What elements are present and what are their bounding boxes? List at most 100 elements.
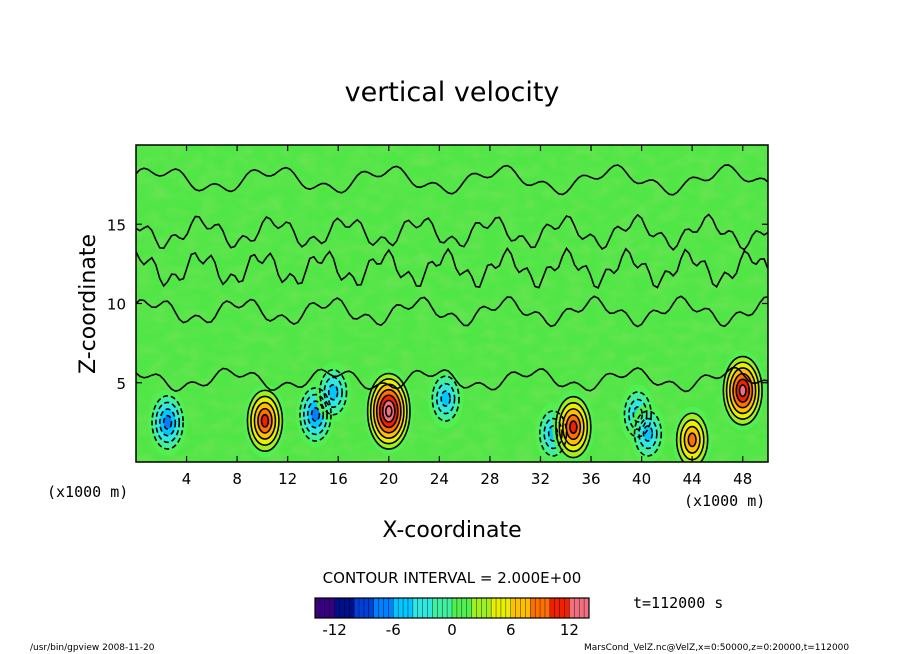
colorbar-cell: [339, 598, 345, 618]
contour-line: [558, 401, 589, 453]
velocity-cell-fill: [688, 433, 697, 447]
velocity-cell-fill: [643, 425, 653, 441]
colorbar-cell: [564, 598, 570, 618]
contour-line: [623, 391, 652, 438]
x-tick-label: 32: [531, 470, 550, 488]
y-tick-label: 10: [107, 296, 126, 314]
velocity-cell-fill: [311, 407, 320, 422]
contour-line: [431, 375, 460, 422]
contour-line: [562, 408, 585, 447]
velocity-cell-fill: [261, 414, 269, 427]
velocity-cell-fill: [328, 384, 338, 400]
contour-line: [136, 213, 768, 251]
time-label: t=112000 s: [633, 594, 723, 612]
colorbar-cell: [481, 598, 487, 618]
colorbar-cell: [574, 598, 580, 618]
colorbar-tick-labels: -12 -6 0 6 12: [322, 621, 579, 639]
colorbar-cell: [579, 598, 585, 618]
colorbar-cell: [354, 598, 360, 618]
contour-line: [299, 387, 332, 442]
plot-area: [136, 145, 768, 462]
contour-line: [555, 395, 592, 459]
colorbar-cell: [344, 598, 350, 618]
colorbar-cell: [383, 598, 389, 618]
colorbar-cell: [447, 598, 453, 618]
colorbar-cell: [437, 598, 443, 618]
contour-line: [323, 376, 343, 409]
colorbar-cell: [452, 598, 458, 618]
colorbar-cell: [388, 598, 394, 618]
contour-line: [162, 414, 173, 430]
colorbar-cell: [398, 598, 404, 618]
contour-line: [378, 394, 399, 429]
colorbar-cell: [403, 598, 409, 618]
contour-line: [642, 425, 654, 442]
colorbar-tick-label: 12: [560, 621, 579, 639]
x-axis-label: X-coordinate: [382, 518, 521, 543]
x-tick-label: 36: [581, 470, 600, 488]
contour-line: [151, 395, 184, 450]
contour-line: [725, 361, 760, 420]
contour-line: [729, 367, 757, 415]
velocity-cell-fill: [163, 415, 172, 430]
x-unit-label-left: (x1000 m): [47, 483, 128, 501]
contour-line: [638, 417, 658, 450]
velocity-cell-fill: [441, 391, 451, 407]
colorbar-cell: [393, 598, 399, 618]
colorbar-cell: [368, 598, 375, 618]
contour-line: [687, 432, 697, 448]
contour-line: [136, 246, 768, 289]
colorbar-cell: [319, 598, 326, 618]
colorbar-cell: [334, 598, 340, 618]
x-tick-label: 12: [278, 470, 297, 488]
colorbar-cell: [363, 598, 370, 618]
contour-line: [569, 420, 578, 435]
x-tick-label: 16: [329, 470, 348, 488]
contour-line: [366, 372, 411, 450]
contour-line: [246, 389, 284, 453]
contour-line: [375, 388, 402, 434]
colorbar-cell: [373, 598, 380, 618]
colorbar-cell: [378, 598, 384, 618]
colorbar-cell: [359, 598, 365, 618]
velocity-cell-fill: [739, 384, 746, 397]
contour-line: [632, 406, 644, 423]
contour-line: [257, 407, 273, 434]
contour-line: [155, 401, 181, 444]
colorbar-cell: [427, 598, 433, 618]
colorbar-cell: [535, 598, 541, 618]
x-axis-ticks: 4 8 12 16 20 24 28 32 36 40 44 48: [182, 145, 752, 488]
colorbar-cell: [525, 598, 531, 618]
x-tick-label: 4: [182, 470, 192, 488]
colorbar-tick-label: -12: [322, 621, 347, 639]
colorbar-cell: [520, 598, 526, 618]
colorbar-cell: [417, 598, 424, 618]
colorbar-cell: [324, 598, 331, 618]
colorbar-cell: [540, 598, 546, 618]
colorbar-cell: [442, 598, 448, 618]
colorbar-cell: [315, 598, 321, 618]
colorbar-cell: [544, 598, 551, 618]
contour-line: [547, 425, 559, 442]
contour-line: [565, 414, 582, 441]
colorbar-cell: [505, 598, 512, 618]
y-axis-label: Z-coordinate: [76, 234, 101, 374]
colorbar-tick-label: -6: [386, 621, 401, 639]
y-tick-label: 5: [116, 375, 126, 393]
contour-line: [738, 384, 747, 398]
contour-interval-label: CONTOUR INTERVAL = 2.000E+00: [323, 569, 582, 587]
colorbar-cell: [584, 598, 590, 618]
contour-line: [384, 405, 393, 418]
colorbar-cell: [496, 598, 502, 618]
contour-line: [369, 378, 408, 445]
colorbar-cell: [412, 598, 419, 618]
contour-line: [260, 413, 270, 428]
contour-line: [250, 395, 280, 446]
colorbar-cell: [461, 598, 468, 618]
x-tick-label: 8: [232, 470, 242, 488]
x-tick-label: 44: [683, 470, 702, 488]
colorbar-cell: [549, 598, 556, 618]
colorbar-cell: [476, 598, 482, 618]
colorbar-cell: [510, 598, 517, 618]
